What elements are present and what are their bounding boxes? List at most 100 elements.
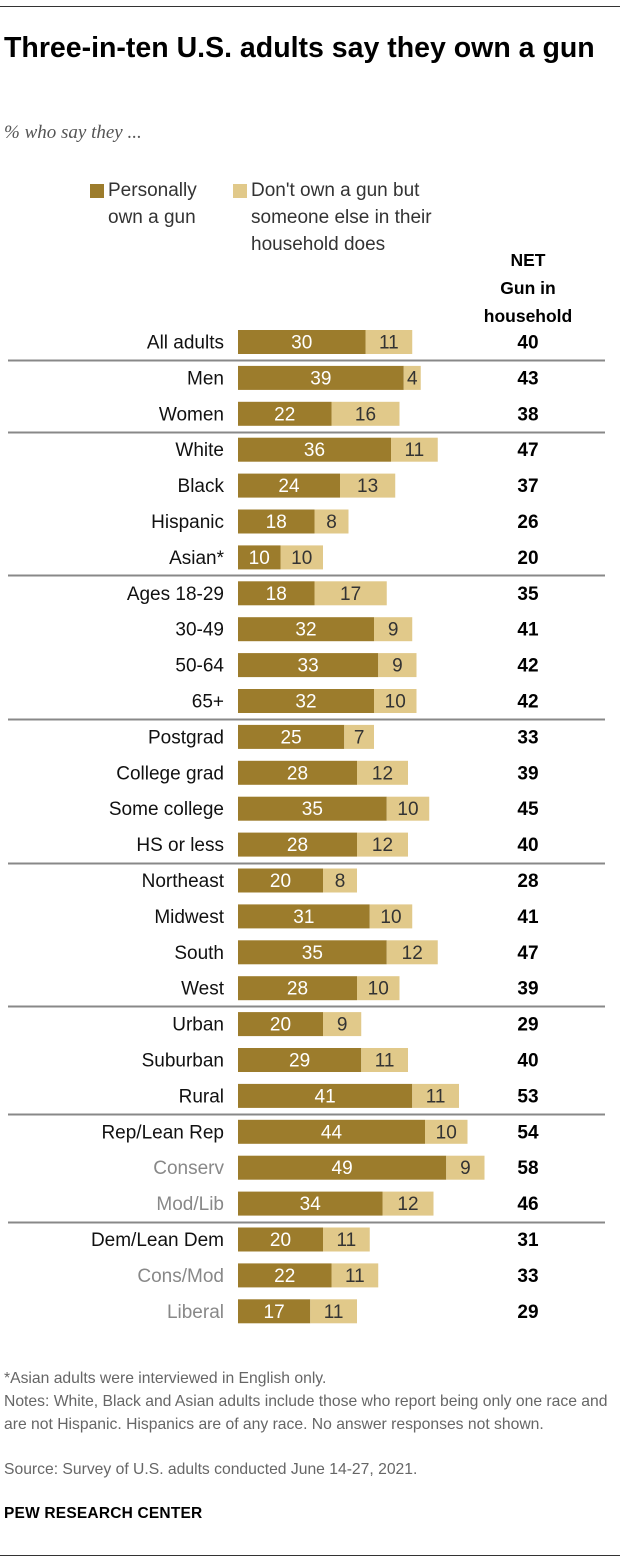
- bar-own: [238, 760, 357, 785]
- net-value: 46: [517, 1194, 538, 1215]
- net-value: 39: [517, 979, 538, 1000]
- net-value: 20: [517, 548, 538, 569]
- bar-own-value: 31: [293, 907, 314, 928]
- bar-own-value: 29: [289, 1051, 310, 1072]
- bar-other: [361, 1048, 408, 1072]
- net-value: 40: [517, 1051, 538, 1072]
- category-label: West: [181, 979, 225, 1000]
- bar-other-value: 10: [385, 692, 406, 713]
- net-value: 41: [517, 907, 539, 928]
- bar-own: [238, 473, 340, 498]
- category-label: 65+: [192, 692, 224, 713]
- category-label: Rep/Lean Rep: [101, 1122, 224, 1143]
- bar-other: [374, 689, 417, 713]
- bar-other: [331, 1263, 379, 1288]
- bar-own: [238, 1263, 332, 1288]
- bar-own: [238, 832, 357, 857]
- bar-other-value: 7: [354, 727, 365, 748]
- bar-other-value: 8: [335, 871, 346, 892]
- net-value: 28: [517, 871, 538, 892]
- category-label: Hispanic: [151, 512, 224, 533]
- net-value: 47: [517, 943, 538, 964]
- bar-other: [344, 724, 374, 749]
- bar-other-value: 12: [397, 1194, 418, 1215]
- bar-other: [310, 1299, 357, 1324]
- bar-other-value: 12: [372, 835, 393, 856]
- bar-other-value: 11: [375, 1051, 395, 1072]
- category-label: Men: [187, 368, 224, 389]
- bar-own: [238, 545, 281, 570]
- legend-label-other: Don't own a gun but someone else in thei…: [251, 180, 432, 255]
- net-value: 53: [517, 1086, 538, 1107]
- net-value: 43: [517, 368, 538, 389]
- net-value: 39: [517, 763, 538, 784]
- category-label: Urban: [172, 1015, 224, 1036]
- category-label: Liberal: [167, 1302, 224, 1323]
- bar-own-value: 18: [266, 584, 287, 605]
- bar-own-value: 44: [321, 1122, 343, 1143]
- footnote-source: Source: Survey of U.S. adults conducted …: [4, 1461, 418, 1478]
- bar-other-value: 12: [372, 763, 393, 784]
- net-value: 40: [517, 333, 538, 354]
- bar-own: [238, 1048, 362, 1072]
- net-value: 45: [517, 799, 539, 820]
- bar-own: [238, 365, 404, 390]
- bar-own: [238, 401, 332, 426]
- bar-other: [382, 1191, 434, 1216]
- bar-other: [365, 330, 413, 354]
- bar-other-value: 9: [388, 620, 399, 641]
- bar-other-value: 10: [380, 907, 401, 928]
- bar-other: [403, 365, 421, 390]
- net-value: 31: [517, 1230, 539, 1251]
- bar-other: [446, 1155, 485, 1180]
- bar-own: [238, 1155, 447, 1180]
- top-rule: [0, 6, 620, 7]
- category-label: Rural: [179, 1086, 224, 1107]
- bar-own: [238, 330, 366, 354]
- bar-other-value: 11: [345, 1266, 365, 1287]
- bar-own-value: 10: [249, 548, 270, 569]
- bar-own-value: 20: [270, 871, 291, 892]
- bar-own-value: 22: [274, 1266, 295, 1287]
- category-label: Black: [178, 476, 225, 497]
- bar-own: [238, 653, 379, 678]
- bar-own-value: 24: [278, 476, 300, 497]
- bar-other-value: 10: [397, 799, 418, 820]
- bar-other-value: 9: [460, 1158, 471, 1179]
- category-label: Ages 18-29: [127, 584, 224, 605]
- stacked-bar-chart: All adults 30 11 40 Men 39 4 43 Women 22 16 38 White…: [8, 330, 605, 1324]
- category-label: Cons/Mod: [137, 1266, 224, 1287]
- bar-other-value: 8: [326, 512, 337, 533]
- category-label: Some college: [109, 799, 224, 820]
- bar-own: [238, 509, 315, 534]
- category-label: White: [175, 440, 224, 461]
- bar-other-value: 10: [368, 979, 389, 1000]
- net-value: 42: [517, 692, 538, 713]
- bar-other: [357, 760, 408, 785]
- bar-own: [238, 1083, 413, 1108]
- bar-other-value: 9: [337, 1015, 348, 1036]
- net-value: 42: [517, 656, 538, 677]
- bar-own-value: 35: [302, 799, 323, 820]
- bar-own-value: 34: [300, 1194, 322, 1215]
- bar-other-value: 11: [405, 440, 425, 461]
- bar-own: [238, 976, 357, 1001]
- category-label: Asian*: [169, 548, 225, 569]
- category-label: Suburban: [142, 1051, 224, 1072]
- bar-own-value: 28: [287, 763, 308, 784]
- bar-other: [386, 796, 430, 821]
- bar-other: [357, 832, 408, 857]
- net-value: 35: [517, 584, 539, 605]
- bar-other: [323, 868, 357, 893]
- bar-other: [340, 473, 396, 498]
- bar-own-value: 17: [264, 1302, 285, 1323]
- bar-own-value: 20: [270, 1230, 291, 1251]
- chart-subtitle: % who say they ...: [4, 122, 142, 143]
- bar-other-value: 10: [436, 1122, 457, 1143]
- bar-other: [314, 581, 387, 606]
- footnote-asian: *Asian adults were interviewed in Englis…: [4, 1370, 327, 1387]
- bar-other-value: 11: [379, 333, 399, 354]
- legend-swatch-other: [233, 184, 247, 198]
- bar-other: [412, 1083, 459, 1108]
- bar-other: [425, 1119, 468, 1144]
